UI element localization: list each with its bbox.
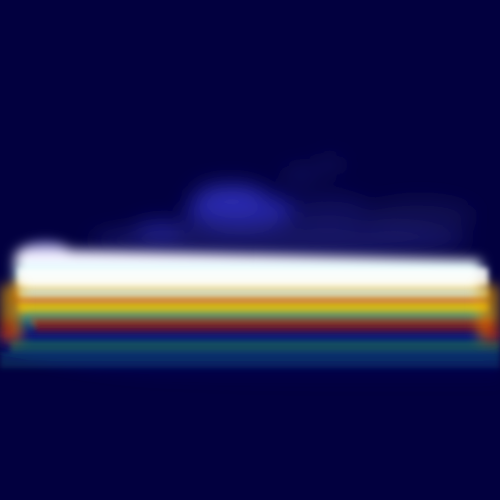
edge-glow [0, 285, 500, 343]
band-core [0, 268, 500, 368]
main-band [0, 240, 500, 392]
upper-haze [90, 155, 475, 258]
